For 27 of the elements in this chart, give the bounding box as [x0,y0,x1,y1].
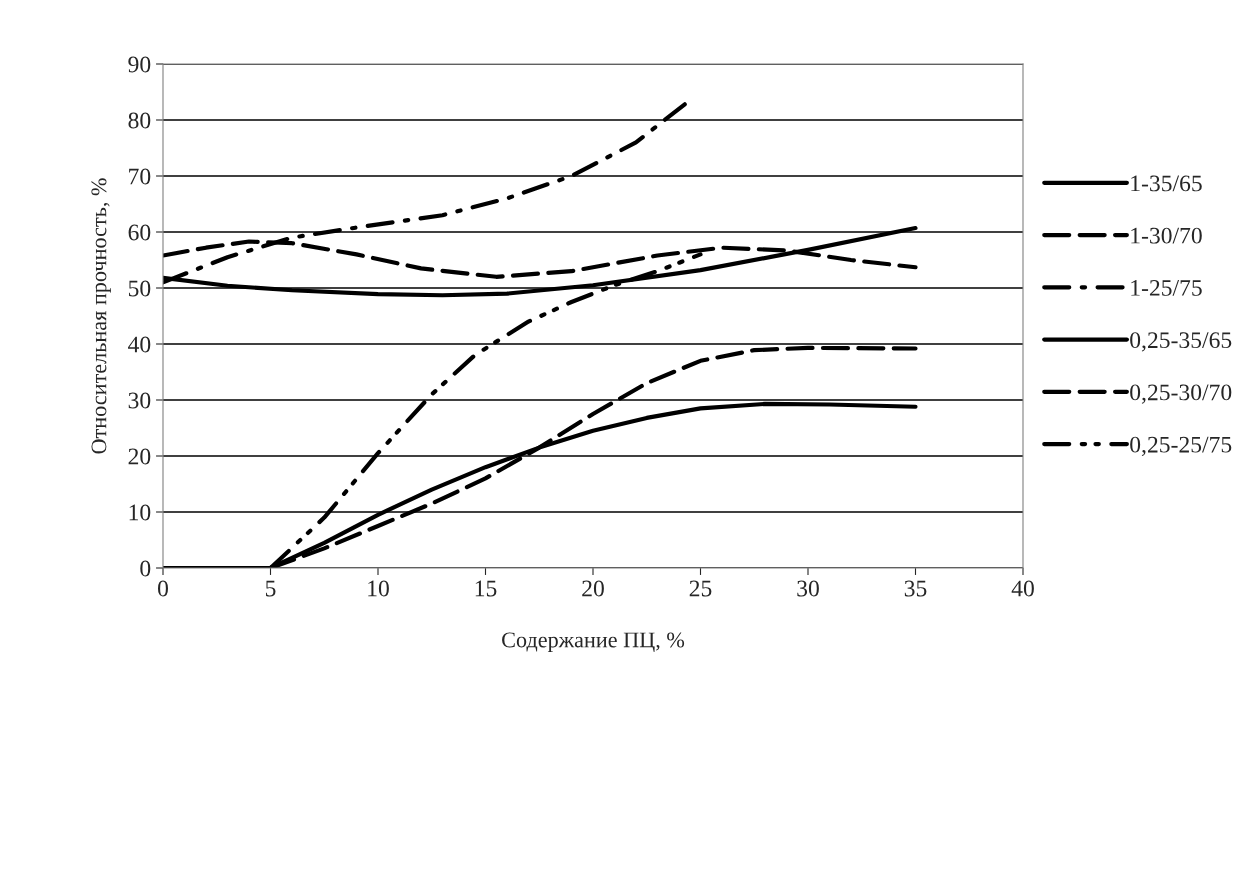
x-axis-title: Содержание ПЦ, % [502,632,685,652]
x-tick-label: 25 [689,580,712,597]
y-tick-label: 0 [140,560,151,577]
y-tick-label: 20 [128,448,151,465]
x-tick-label: 15 [475,580,497,597]
legend-label: 1-25/75 [1131,279,1202,296]
y-tick-label: 10 [129,504,151,521]
x-tick-label: 20 [582,580,604,597]
x-tick-label: 5 [265,580,276,597]
y-tick-label: 50 [128,280,151,297]
legend-label: 0,25-25/75 [1130,436,1232,457]
legend-label: 1-35/65 [1131,175,1202,192]
y-tick-label: 80 [128,112,151,129]
legend-label: 0,25-30/70 [1130,384,1232,404]
x-tick-label: 30 [797,580,819,597]
y-tick-label: 40 [128,336,151,353]
legend-label: 0,25-35/65 [1130,332,1232,352]
x-tick-label: 35 [904,580,927,597]
x-tick-label: 0 [158,580,168,597]
y-axis-title: Относительная прочность, % [91,178,111,454]
y-tick-label: 30 [128,392,151,409]
x-tick-label: 10 [368,580,389,597]
y-tick-label: 60 [128,224,151,241]
y-tick-label: 70 [129,168,151,185]
legend-label: 1-30/70 [1131,227,1202,244]
y-tick-label: 90 [128,56,151,73]
x-tick-label: 40 [1011,580,1034,597]
